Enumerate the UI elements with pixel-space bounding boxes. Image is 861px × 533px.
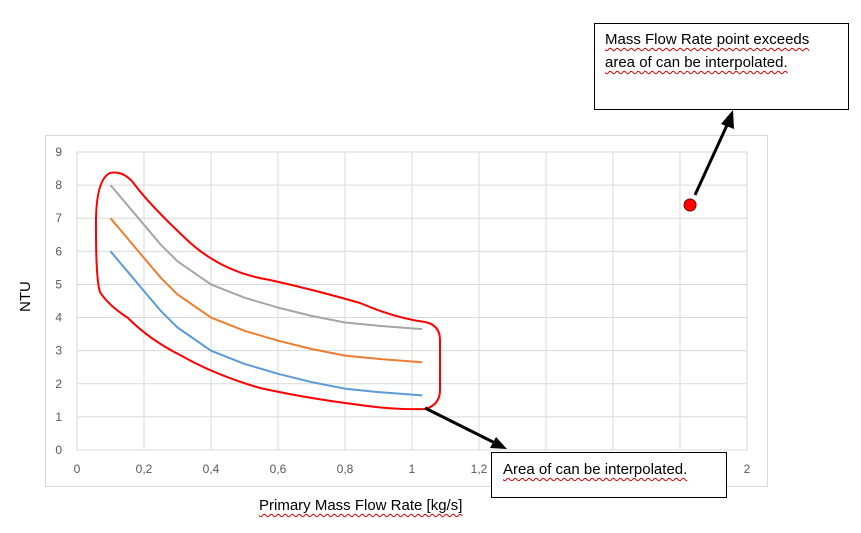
outlier-point (683, 198, 697, 212)
y-tick-label: 2 (55, 377, 62, 391)
x-tick-label: 1 (409, 462, 416, 476)
x-tick-label: 0,8 (337, 462, 354, 476)
x-tick-label: 2 (744, 462, 751, 476)
y-tick-label: 6 (55, 244, 62, 258)
arrow-head-bottom (490, 437, 507, 449)
arrow-to-region (424, 406, 496, 445)
y-tick-label: 1 (55, 410, 62, 424)
interpolation-region-outline (94, 171, 441, 411)
arrow-to-outlier (693, 122, 730, 196)
y-axis-title: NTU (17, 281, 34, 312)
outlier-callout-line-2: area of can be interpolated. (605, 54, 788, 71)
x-tick-label: 0 (74, 462, 81, 476)
x-tick-label: 1,2 (471, 462, 488, 476)
y-tick-label: 0 (55, 443, 62, 457)
series-line (109, 184, 423, 331)
y-tick-label: 7 (55, 211, 62, 225)
y-tick-label: 3 (55, 344, 62, 358)
y-tick-label: 4 (55, 311, 62, 325)
y-tick-label: 9 (55, 145, 62, 159)
x-tick-label: 0,2 (136, 462, 153, 476)
chart-area-border (45, 135, 768, 487)
y-tick-label: 8 (55, 178, 62, 192)
x-tick-label: 0,6 (270, 462, 287, 476)
outlier-callout: Mass Flow Rate point exceeds area of can… (594, 23, 849, 110)
y-tick-label: 5 (55, 277, 62, 291)
region-callout-text: Area of can be interpolated. (503, 461, 688, 478)
outlier-callout-line-1: Mass Flow Rate point exceeds (605, 31, 810, 48)
x-tick-label: 0,4 (203, 462, 220, 476)
series-line (109, 250, 423, 397)
x-axis-title: Primary Mass Flow Rate [kg/s] (259, 497, 463, 514)
series-line (109, 217, 423, 364)
region-callout: Area of can be interpolated. (491, 452, 727, 498)
arrow-head-top (721, 110, 734, 129)
